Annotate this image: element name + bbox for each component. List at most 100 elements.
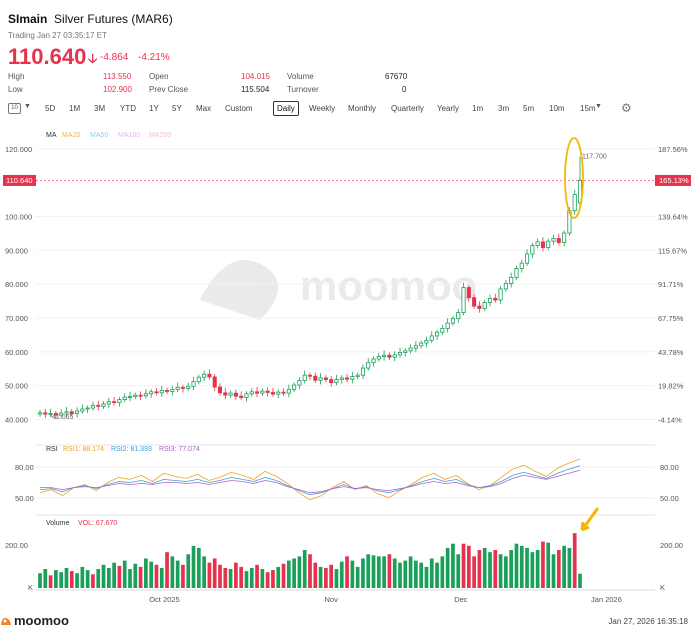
price-chart[interactable]: moomoo MA MA20 MA50 MA100 MA200 40.000 -4… — [0, 0, 694, 610]
range-5y[interactable]: 5Y — [172, 104, 182, 113]
candle — [307, 374, 313, 377]
candle — [435, 331, 440, 337]
volume-bar — [578, 573, 582, 588]
candle — [546, 240, 551, 249]
candle — [482, 302, 487, 309]
candle — [37, 412, 43, 415]
trading-time: Trading Jan 27 03:35:17 ET — [8, 31, 107, 40]
period-10m[interactable]: 10m — [549, 104, 565, 113]
rsi-tick-label: 80.00 — [15, 463, 34, 472]
volume-bar — [567, 547, 572, 588]
volume-bar — [292, 558, 296, 588]
period-daily[interactable]: Daily — [273, 101, 299, 116]
footer-brand: moomoo — [14, 613, 69, 628]
volume-label: Volume — [46, 520, 69, 527]
candle — [456, 312, 461, 320]
ma100-label: MA100 — [118, 132, 140, 139]
candle — [313, 375, 318, 381]
y-tick-label: 70.000 — [5, 314, 28, 323]
candle — [212, 376, 217, 388]
period-yearly[interactable]: Yearly — [437, 104, 459, 113]
chevron-down-icon[interactable]: ▼ — [595, 103, 602, 110]
candle — [445, 322, 450, 329]
candle — [101, 403, 106, 407]
range-5d[interactable]: 5D — [45, 104, 56, 113]
volume-bar — [424, 566, 429, 588]
gear-icon[interactable]: ⚙ — [621, 101, 632, 115]
period-5m[interactable]: 5m — [523, 104, 535, 113]
candle — [323, 377, 328, 380]
right-tick-label: 115.67% — [658, 246, 687, 255]
vol-right-tick-label: 200.00 — [660, 541, 683, 550]
low-marker-label: 41.065 — [52, 414, 74, 421]
period-1m[interactable]: 1m — [472, 104, 484, 113]
candle — [112, 401, 117, 404]
vol-right-tick-label: K — [660, 583, 665, 592]
volume-bar — [133, 563, 138, 588]
volume-bar — [106, 567, 111, 588]
volume-bar — [144, 558, 148, 588]
volume-bar — [308, 554, 312, 588]
volume-bar — [530, 552, 535, 588]
period-15m[interactable]: 15m — [580, 104, 596, 113]
candle — [530, 245, 535, 255]
volume-bar — [541, 541, 545, 588]
volume-bar — [249, 567, 254, 588]
volume-bar — [80, 566, 85, 588]
range-max[interactable]: Max — [196, 104, 212, 113]
period-weekly[interactable]: Weekly — [309, 104, 336, 113]
volume-bar — [207, 562, 212, 588]
range-1y[interactable]: 1Y — [149, 104, 159, 113]
range-1m[interactable]: 1M — [69, 104, 81, 113]
candle — [260, 390, 265, 394]
range-ytd[interactable]: YTD — [120, 104, 136, 113]
low-label: Low — [8, 85, 23, 94]
range-3m[interactable]: 3M — [94, 104, 106, 113]
rsi1-label: RSI1: 88.174 — [63, 446, 104, 453]
volume-label: Volume — [287, 72, 314, 81]
range-custom[interactable]: Custom — [225, 104, 253, 113]
volume-bar — [382, 556, 386, 588]
period-monthly[interactable]: Monthly — [348, 104, 377, 113]
volume-bar — [466, 545, 471, 588]
last-pct-badge-text: 165.13% — [659, 176, 689, 185]
volume-bar — [276, 566, 281, 588]
candle — [318, 377, 323, 381]
candle — [202, 373, 207, 378]
volume-bar — [376, 556, 381, 588]
volume-bar — [403, 560, 408, 588]
candle — [403, 350, 408, 353]
candle — [419, 342, 424, 347]
candle — [345, 377, 350, 380]
candle — [175, 386, 180, 390]
volume-bar — [509, 550, 514, 588]
volume-value: 67670 — [385, 72, 408, 81]
candle — [133, 394, 138, 397]
volume-bar — [445, 547, 450, 588]
candle — [59, 412, 64, 416]
volume-bar — [339, 561, 344, 588]
volume-bar — [170, 556, 175, 588]
volume-bar — [429, 558, 434, 588]
period-3m[interactable]: 3m — [498, 104, 510, 113]
chevron-down-icon[interactable]: ▼ — [24, 103, 31, 110]
volume-bar — [91, 574, 95, 588]
volume-bar — [101, 564, 106, 588]
instrument-name: Silver Futures (MAR6) — [54, 12, 173, 26]
ma-label: MA — [46, 132, 57, 139]
chart-type-icon[interactable]: 10 — [8, 103, 21, 114]
last-price-badge-text: 110.640 — [6, 176, 33, 185]
volume-bar — [43, 569, 48, 588]
volume-bar — [64, 567, 69, 588]
volume-bar — [419, 562, 424, 588]
volume-bar — [175, 560, 180, 588]
volume-bar — [281, 563, 286, 588]
volume-bar — [556, 550, 561, 588]
right-tick-label: 139.64% — [658, 212, 688, 221]
period-quarterly[interactable]: Quarterly — [391, 104, 424, 113]
candle — [154, 391, 159, 394]
candle — [355, 374, 360, 377]
candle — [170, 389, 175, 392]
volume-bar — [546, 542, 551, 588]
candle — [64, 411, 69, 414]
